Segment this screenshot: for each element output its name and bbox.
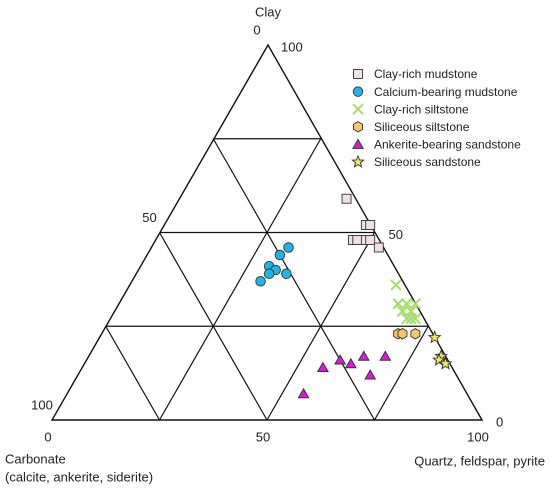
quartz-tick-label: 50	[256, 429, 270, 444]
data-point	[341, 193, 352, 204]
data-point	[392, 298, 404, 310]
legend-marker	[352, 103, 364, 115]
clay-axis-label: Clay	[255, 4, 282, 19]
data-point	[409, 298, 422, 310]
legend-label: Ankerite-bearing sandstone	[374, 138, 521, 152]
data-point	[357, 350, 370, 361]
data-point	[379, 350, 392, 361]
legend-marker	[352, 138, 364, 149]
data-point	[365, 235, 376, 245]
legend-marker	[352, 86, 364, 97]
data-point	[297, 387, 310, 399]
data-point	[283, 242, 294, 253]
carbonate-axis-note: (calcite, ankerite, siderite)	[5, 469, 153, 484]
carbonate-axis-label: Carbonate	[5, 451, 66, 466]
data-point	[405, 313, 417, 325]
carbonate-tick-label: 50	[142, 210, 156, 225]
clay-tick-label: 0	[496, 414, 503, 429]
grid-line	[158, 232, 268, 421]
grid-line	[212, 138, 376, 421]
data-point	[274, 249, 286, 261]
data-point	[409, 313, 422, 325]
clay-tick-label: 50	[389, 227, 403, 242]
legend-label: Clay-rich siltstone	[374, 102, 469, 116]
data-point	[316, 361, 329, 372]
legend-label: Siliceous sandstone	[374, 155, 481, 169]
data-point	[427, 330, 442, 344]
data-point	[390, 279, 402, 291]
data-point	[397, 328, 408, 340]
quartz-tick-label: 0	[44, 429, 51, 444]
legend-label: Calcium-bearing mudstone	[374, 85, 518, 99]
data-point	[255, 276, 266, 287]
quartz-tick-label: 100	[467, 429, 489, 444]
grid-line	[158, 138, 322, 421]
carbonate-tick-label: 0	[253, 22, 260, 37]
clay-tick-label: 100	[281, 39, 303, 54]
data-point	[281, 268, 292, 280]
carbonate-tick-label: 100	[31, 397, 53, 412]
data-point	[373, 242, 384, 253]
data-point	[344, 357, 357, 369]
data-point	[352, 235, 363, 245]
data-point	[401, 298, 413, 310]
legend-marker	[353, 121, 363, 133]
data-point	[401, 313, 413, 325]
legend-label: Clay-rich mudstone	[374, 67, 478, 81]
grid-line	[105, 325, 161, 421]
quartz-axis-label: Quartz, feldspar, pyrite	[414, 453, 545, 468]
data-point	[364, 369, 377, 380]
legend-label: Siliceous siltstone	[374, 120, 470, 134]
data-point	[438, 356, 453, 370]
data-point	[365, 220, 376, 230]
data-point	[410, 328, 421, 340]
data-point	[334, 354, 347, 365]
grid-line	[373, 325, 429, 421]
legend-marker	[353, 69, 363, 79]
data-point	[432, 352, 446, 366]
legend-marker	[351, 154, 365, 168]
data-point	[263, 268, 275, 280]
